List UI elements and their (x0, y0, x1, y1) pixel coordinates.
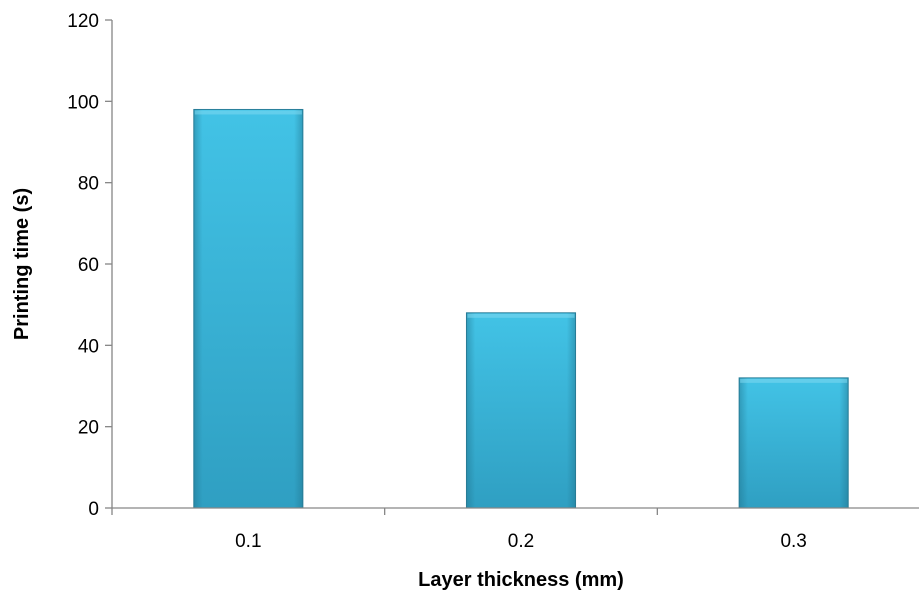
y-tick-label: 120 (67, 11, 99, 32)
bar-highlight (467, 313, 575, 318)
y-tick-label: 40 (78, 336, 99, 357)
y-tick-label: 60 (78, 255, 99, 276)
y-tick-label: 80 (78, 174, 99, 195)
bar-shading (739, 377, 849, 508)
y-axis-title: Printing time (s) (11, 188, 33, 340)
y-tick-label: 0 (88, 499, 99, 520)
x-axis-title: Layer thickness (mm) (418, 569, 624, 591)
bar-highlight (194, 110, 302, 115)
bar-shading (466, 312, 576, 508)
x-tick-label: 0.3 (780, 531, 806, 552)
y-tick-label: 20 (78, 418, 99, 439)
x-tick-label: 0.1 (235, 531, 261, 552)
x-ticks-group: 0.1 0.2 0.3 (111, 508, 807, 552)
y-tick-label: 100 (67, 92, 99, 113)
y-ticks-group: 0 20 40 60 80 100 120 (67, 11, 112, 520)
bar-highlight (740, 378, 848, 383)
x-tick-label: 0.2 (508, 531, 534, 552)
bar-shading (193, 109, 303, 508)
bars-group (193, 108, 849, 509)
